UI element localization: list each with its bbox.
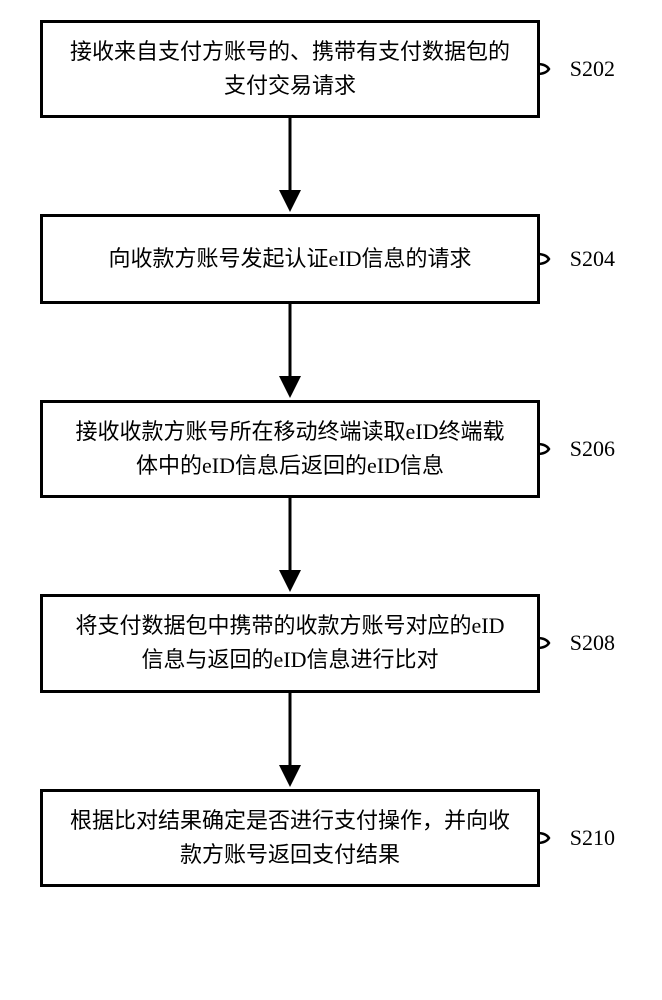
flow-step: 根据比对结果确定是否进行支付操作，并向收款方账号返回支付结果 S210 bbox=[40, 789, 540, 887]
flow-step: 接收收款方账号所在移动终端读取eID终端载体中的eID信息后返回的eID信息 S… bbox=[40, 400, 540, 498]
label-connector-icon bbox=[537, 632, 555, 654]
arrow-down-icon bbox=[270, 118, 310, 214]
flow-step-label: S206 bbox=[570, 436, 615, 462]
arrow-down-icon bbox=[270, 304, 310, 400]
flow-arrow bbox=[40, 693, 540, 789]
flowchart-container: 接收来自支付方账号的、携带有支付数据包的支付交易请求 S202 向收款方账号发起… bbox=[40, 20, 622, 887]
flow-arrow bbox=[40, 118, 540, 214]
arrow-down-icon bbox=[270, 693, 310, 789]
flow-arrow bbox=[40, 304, 540, 400]
flow-step-text: 向收款方账号发起认证eID信息的请求 bbox=[109, 242, 472, 276]
flow-step-text: 根据比对结果确定是否进行支付操作，并向收款方账号返回支付结果 bbox=[67, 804, 513, 872]
flow-step-label: S202 bbox=[570, 56, 615, 82]
label-connector-icon bbox=[537, 438, 555, 460]
flow-step: 将支付数据包中携带的收款方账号对应的eID信息与返回的eID信息进行比对 S20… bbox=[40, 594, 540, 692]
arrow-down-icon bbox=[270, 498, 310, 594]
flow-step-text: 接收来自支付方账号的、携带有支付数据包的支付交易请求 bbox=[67, 35, 513, 103]
label-connector-icon bbox=[537, 58, 555, 80]
label-connector-icon bbox=[537, 248, 555, 270]
flow-step: 接收来自支付方账号的、携带有支付数据包的支付交易请求 S202 bbox=[40, 20, 540, 118]
flow-step-label: S210 bbox=[570, 825, 615, 851]
flow-arrow bbox=[40, 498, 540, 594]
flow-step-text: 将支付数据包中携带的收款方账号对应的eID信息与返回的eID信息进行比对 bbox=[67, 609, 513, 677]
flow-step-label: S208 bbox=[570, 630, 615, 656]
flow-step-label: S204 bbox=[570, 246, 615, 272]
flow-step-text: 接收收款方账号所在移动终端读取eID终端载体中的eID信息后返回的eID信息 bbox=[67, 415, 513, 483]
flow-step: 向收款方账号发起认证eID信息的请求 S204 bbox=[40, 214, 540, 304]
label-connector-icon bbox=[537, 827, 555, 849]
